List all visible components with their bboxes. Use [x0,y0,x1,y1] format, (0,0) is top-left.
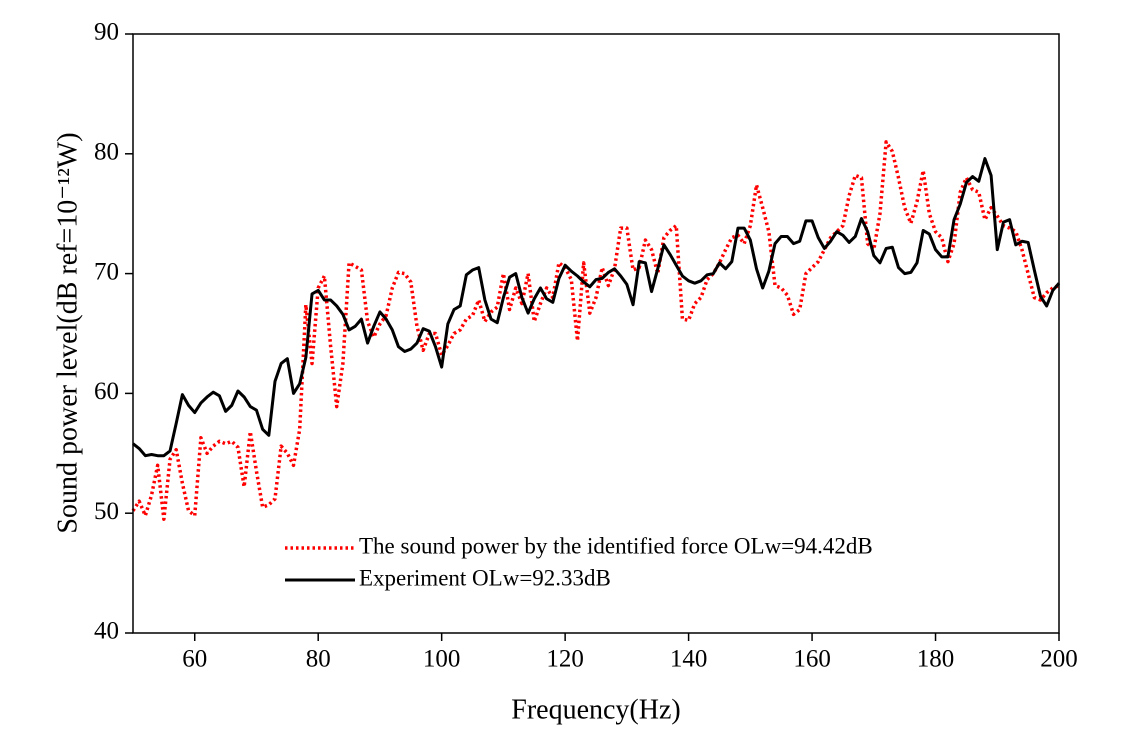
y-axis-label: Sound power level(dB ref=10⁻¹²W) [52,132,83,533]
plot-frame [132,33,1060,634]
x-tick-label: 120 [546,646,584,673]
x-tick-label: 60 [182,646,207,673]
series-line [132,157,1061,458]
x-tick-label: 140 [670,646,708,673]
x-axis-label: Frequency(Hz) [511,694,680,725]
x-tick-label: 100 [423,646,461,673]
series-line [131,140,1060,521]
y-tick-label: 70 [94,258,119,285]
x-tick-label: 180 [917,646,955,673]
x-tick-label: 200 [1040,646,1078,673]
legend-label: Experiment OLw=92.33dB [359,565,611,590]
y-tick-label: 80 [94,139,119,166]
y-tick-label: 50 [94,498,119,525]
y-tick-label: 60 [94,378,119,405]
x-tick-label: 80 [306,646,331,673]
legend-label: The sound power by the identified force … [359,533,873,558]
y-tick-label: 40 [94,618,119,645]
y-tick-label: 90 [94,19,119,46]
x-tick-label: 160 [793,646,831,673]
